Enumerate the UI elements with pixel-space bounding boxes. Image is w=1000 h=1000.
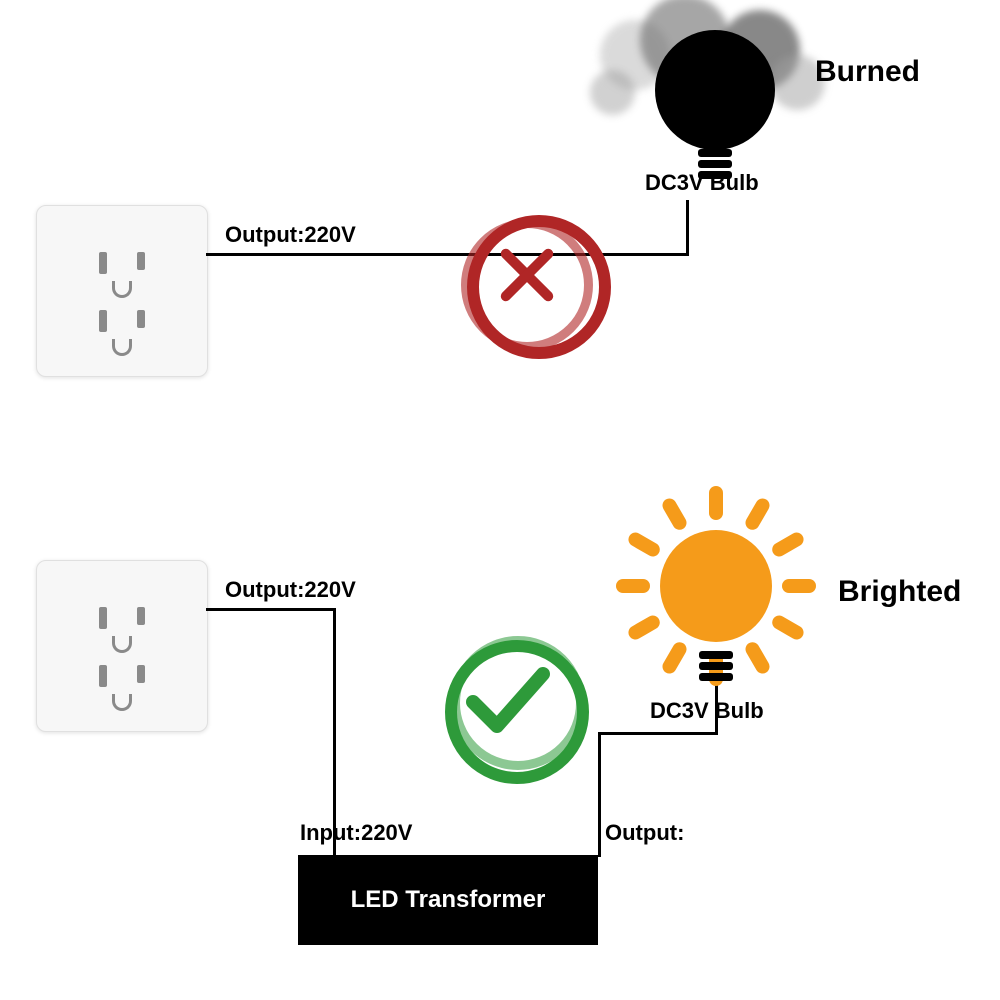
bulb-label-bottom: DC3V Bulb: [650, 698, 764, 724]
check-icon: [445, 640, 565, 760]
wire: [686, 200, 689, 256]
wire: [598, 732, 601, 857]
bulb-label-top: DC3V Bulb: [645, 170, 759, 196]
transformer-output-label: Output:: [605, 820, 684, 846]
output-voltage-bottom: Output:220V: [225, 577, 356, 603]
burned-bulb-icon: [655, 30, 775, 150]
smoke-icon: [590, 70, 635, 115]
lit-bulb-icon: [660, 530, 772, 642]
brighted-label: Brighted: [838, 575, 961, 609]
wire: [206, 608, 336, 611]
wire: [206, 253, 686, 256]
burned-label: Burned: [815, 55, 920, 89]
output-voltage-top: Output:220V: [225, 222, 356, 248]
led-transformer: LED Transformer: [298, 855, 598, 945]
outlet-top: [36, 205, 208, 377]
wire: [598, 732, 718, 735]
transformer-input-label: Input:220V: [300, 820, 412, 846]
bulb-base-icon: [696, 648, 736, 684]
outlet-bottom: [36, 560, 208, 732]
